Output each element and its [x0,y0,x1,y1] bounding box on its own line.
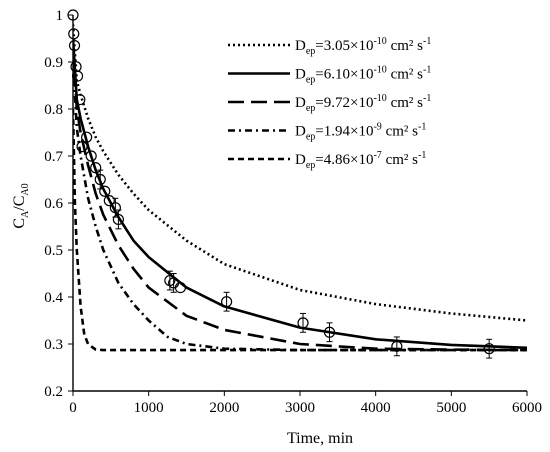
series-line-5 [73,108,527,352]
data-point-marker [99,185,111,197]
series-line-3 [73,47,527,352]
data-point-marker [81,131,93,143]
x-tick-label: 1000 [134,400,164,416]
data-point [297,312,309,333]
data-point [68,28,80,40]
y-tick-label: 0.6 [44,196,63,212]
ticks-layer: 0 1000 2000 3000 4000 5000 6000 0.2 0.3 0.4 0.5 0.6… [44,8,542,416]
legend-label: Dep=3.05×10-10 cm² s-1 [295,36,431,57]
legend-label: Dep=1.94×10-9 cm² s-1 [295,122,426,143]
x-tick-label: 5000 [436,400,466,416]
data-point-marker [103,195,115,207]
x-tick-label: 2000 [209,400,239,416]
y-tick-label: 0.3 [44,337,63,353]
y-tick-label: 0.9 [44,55,63,71]
y-tick-label: 0.4 [44,290,63,306]
data-point [90,162,102,174]
data-point [68,39,81,52]
legend-item: Dep=6.10×10-10 cm² s-1 [228,65,431,86]
legend-item: Dep=1.94×10-9 cm² s-1 [228,122,426,143]
x-tick-label: 6000 [512,400,542,416]
data-point-marker [90,162,102,174]
legend-item: Dep=9.72×10-10 cm² s-1 [228,93,431,114]
data-point [221,291,233,312]
data-point-marker [174,282,187,294]
series-line-2 [73,38,527,350]
y-tick-label: 0.5 [44,243,63,259]
data-point [85,150,97,162]
y-axis-title: CA/CA0 [11,183,31,228]
data-point-marker [221,296,233,308]
x-tick-label: 3000 [285,400,315,416]
legend-item: Dep=4.86×10-7 cm² s-1 [228,150,426,171]
y-tick-label: 0.7 [44,149,63,165]
data-point-marker [297,317,309,329]
y-tick-label: 0.2 [44,384,63,400]
data-point-marker [68,39,81,52]
data-point-marker [94,173,106,186]
data-point [109,197,121,218]
data-point-marker [323,326,336,338]
data-point-marker [85,150,97,162]
x-tick-label: 4000 [361,400,391,416]
data-point [483,338,495,359]
data-point-marker [109,202,121,214]
legend-item: Dep=3.05×10-10 cm² s-1 [228,36,431,57]
data-point [103,195,115,207]
y-tick-label: 0.8 [44,102,63,118]
legend-label: Dep=4.86×10-7 cm² s-1 [295,150,426,171]
data-point-marker [391,340,403,352]
data-point [391,336,403,357]
legend: Dep=3.05×10-10 cm² s-1 Dep=6.10×10-10 cm²… [228,36,431,171]
data-point [112,209,125,230]
data-point [81,131,93,143]
y-tick-label: 1 [56,8,64,24]
data-point-marker [76,141,88,153]
data-point-marker [74,93,86,106]
legend-label: Dep=6.10×10-10 cm² s-1 [295,65,431,86]
series-layer [73,24,527,352]
x-tick-label: 0 [69,400,77,416]
data-point [76,141,88,153]
data-point-marker [68,28,80,40]
data-point [174,282,187,294]
data-point [323,322,336,343]
x-axis-title: Time, min [287,430,353,447]
data-points-layer [67,9,495,359]
data-point [99,185,111,197]
data-point-marker [112,213,125,226]
data-point-marker [483,343,495,355]
data-point [74,93,86,106]
series-line-1 [73,24,527,322]
legend-label: Dep=9.72×10-10 cm² s-1 [295,93,431,114]
